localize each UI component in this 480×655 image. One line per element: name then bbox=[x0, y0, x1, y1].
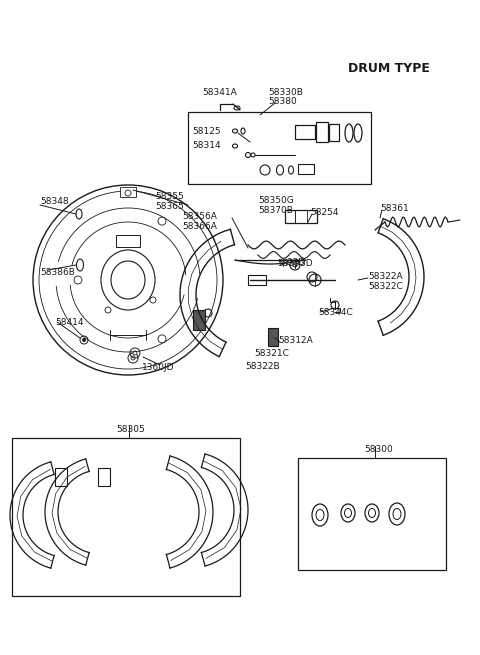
Text: DRUM TYPE: DRUM TYPE bbox=[348, 62, 430, 75]
Text: 58322C: 58322C bbox=[368, 282, 403, 291]
Bar bbox=[298, 458, 446, 570]
Text: 58386B: 58386B bbox=[40, 268, 75, 277]
Bar bbox=[55, 468, 67, 486]
Bar bbox=[248, 275, 266, 285]
Text: 58341A: 58341A bbox=[202, 88, 237, 97]
Text: 58254: 58254 bbox=[310, 208, 338, 217]
Text: 58125: 58125 bbox=[192, 127, 221, 136]
Text: փ93D: փ93D bbox=[278, 258, 305, 267]
Bar bbox=[98, 468, 110, 486]
Text: 58365: 58365 bbox=[155, 202, 184, 211]
Bar bbox=[329, 124, 339, 141]
Text: 58300: 58300 bbox=[364, 445, 393, 454]
Bar bbox=[193, 310, 205, 330]
Text: 58344C: 58344C bbox=[318, 308, 353, 317]
Text: 58350G: 58350G bbox=[258, 196, 294, 205]
Circle shape bbox=[83, 339, 85, 341]
Text: 58322A: 58322A bbox=[368, 272, 403, 281]
Bar bbox=[298, 164, 314, 174]
Text: 58322B: 58322B bbox=[245, 362, 280, 371]
Circle shape bbox=[133, 351, 137, 355]
Text: 58393D: 58393D bbox=[277, 259, 312, 268]
Text: 58314: 58314 bbox=[192, 141, 221, 150]
Bar bbox=[12, 438, 240, 596]
Bar bbox=[295, 125, 315, 139]
Text: 58414: 58414 bbox=[55, 318, 84, 327]
Text: 58312A: 58312A bbox=[278, 336, 313, 345]
Text: 58330B: 58330B bbox=[268, 88, 303, 97]
Bar bbox=[316, 122, 328, 142]
Bar bbox=[285, 210, 317, 223]
Text: 58366A: 58366A bbox=[182, 222, 217, 231]
Bar bbox=[120, 187, 136, 197]
Text: 58361: 58361 bbox=[380, 204, 409, 213]
Text: 58305: 58305 bbox=[116, 425, 145, 434]
Text: 58355: 58355 bbox=[155, 192, 184, 201]
Bar bbox=[188, 112, 371, 184]
Circle shape bbox=[131, 356, 135, 360]
Text: 58348: 58348 bbox=[40, 197, 69, 206]
Text: 58380: 58380 bbox=[268, 97, 297, 106]
Text: 58356A: 58356A bbox=[182, 212, 217, 221]
Text: 1360JD: 1360JD bbox=[142, 363, 175, 372]
Text: 58370B: 58370B bbox=[258, 206, 293, 215]
Text: 58321C: 58321C bbox=[254, 349, 289, 358]
Bar bbox=[116, 235, 140, 247]
Bar bbox=[268, 328, 278, 346]
